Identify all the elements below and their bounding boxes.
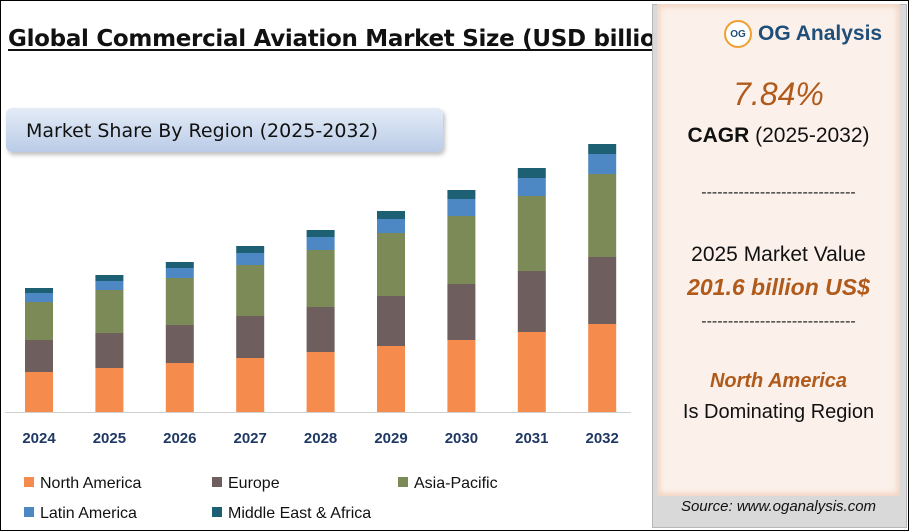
bar-2028-north-america <box>306 352 335 412</box>
cagr-label-line: CAGR (2025-2032) <box>657 124 900 148</box>
legend-label: Europe <box>228 475 280 492</box>
bar-2031-latin-america <box>517 178 546 196</box>
source-note: Source: www.oganalysis.com <box>680 498 877 515</box>
legend-swatch <box>212 507 222 517</box>
bar-2026-north-america <box>165 363 194 412</box>
subtitle-box: Market Share By Region (2025-2032) <box>6 108 443 152</box>
bar-2027-middle-east-africa <box>236 246 265 253</box>
bar-2029-middle-east-africa <box>377 211 405 219</box>
bar-2031-asia-pacific <box>517 196 546 271</box>
x-tick-label: 2029 <box>374 430 407 447</box>
x-tick-label: 2024 <box>22 430 56 447</box>
bar-2028-middle-east-africa <box>306 230 335 237</box>
legend-item: Latin America <box>24 505 137 523</box>
legend-label: North America <box>40 475 142 492</box>
logo-icon: OG <box>724 20 752 48</box>
bar-2024-asia-pacific <box>25 302 53 340</box>
bar-2027-latin-america <box>236 253 265 265</box>
bar-2032-asia-pacific <box>588 174 617 257</box>
divider-bottom: ----------------------------- <box>701 313 856 330</box>
dominating-region: North America <box>709 370 848 392</box>
bar-2025-north-america <box>95 368 124 412</box>
bar-2030-europe <box>447 284 476 340</box>
bar-2028-europe <box>306 307 335 352</box>
bar-2027-europe <box>236 316 265 358</box>
bar-2031-north-america <box>517 332 546 412</box>
og-analysis-logo: OG OG Analysis <box>724 20 882 48</box>
bar-2029-asia-pacific <box>377 233 405 296</box>
cagr-label: CAGR <box>687 124 750 147</box>
bar-2029-north-america <box>377 346 405 412</box>
legend-swatch <box>212 477 222 487</box>
legend-swatch <box>24 507 34 517</box>
bar-2024-middle-east-africa <box>25 288 53 293</box>
legend-item: Middle East & Africa <box>212 505 371 523</box>
chart-subtitle: Market Share By Region (2025-2032) <box>26 120 379 142</box>
cagr-period: (2025-2032) <box>755 124 870 147</box>
bar-2029-europe <box>377 296 405 346</box>
market-value: 201.6 billion US$ <box>687 274 870 300</box>
bar-2030-asia-pacific <box>447 216 476 284</box>
legend-item: Asia-Pacific <box>398 475 498 493</box>
bar-2024-latin-america <box>25 293 53 302</box>
bar-2030-latin-america <box>447 199 476 216</box>
x-tick-label: 2028 <box>304 430 337 447</box>
bar-2032-middle-east-africa <box>588 144 617 154</box>
bar-2026-middle-east-africa <box>165 262 194 268</box>
legend-swatch <box>398 477 408 487</box>
x-tick-label: 2026 <box>163 430 196 447</box>
chart-title: Global Commercial Aviation Market Size (… <box>8 26 682 52</box>
dominating-label: Is Dominating Region <box>682 401 875 423</box>
bar-2028-asia-pacific <box>306 250 335 307</box>
x-tick-label: 2030 <box>445 430 478 447</box>
bar-2025-latin-america <box>95 281 124 290</box>
bar-2026-europe <box>165 325 194 363</box>
logo-text: OG Analysis <box>758 22 883 45</box>
bar-2030-middle-east-africa <box>447 190 476 199</box>
bar-2031-middle-east-africa <box>517 168 546 178</box>
x-tick-label: 2027 <box>234 430 267 447</box>
market-value-label: 2025 Market Value <box>691 243 866 266</box>
bar-2025-asia-pacific <box>95 290 124 333</box>
bar-2031-europe <box>517 271 546 332</box>
bar-2029-latin-america <box>377 219 405 233</box>
stacked-bar-chart: 2024 2025 2026 2027 2028 2029 2030 2031 2032 <box>5 144 631 447</box>
bar-2025-europe <box>95 333 124 368</box>
legend-item: North America <box>24 475 141 493</box>
bar-2026-latin-america <box>165 268 194 278</box>
cagr-value: 7.84% <box>733 76 824 112</box>
bar-2032-latin-america <box>588 154 617 174</box>
summary-panel-inner <box>657 4 900 496</box>
bar-2028-latin-america <box>306 237 335 250</box>
x-tick-label: 2025 <box>93 430 126 447</box>
legend-label: Latin America <box>40 505 137 522</box>
bar-2027-asia-pacific <box>236 265 265 316</box>
bar-2030-north-america <box>447 340 476 412</box>
legend-item: Europe <box>212 475 280 493</box>
legend-swatch <box>24 477 34 487</box>
bar-2024-europe <box>25 340 53 372</box>
legend-label: Middle East & Africa <box>228 505 372 522</box>
bar-2032-north-america <box>588 324 617 412</box>
divider-top: ----------------------------- <box>701 184 856 201</box>
x-tick-label: 2031 <box>515 430 548 447</box>
bar-2026-asia-pacific <box>165 278 194 325</box>
x-tick-label: 2032 <box>586 430 619 447</box>
bar-2032-europe <box>588 257 617 324</box>
bar-2025-middle-east-africa <box>95 275 124 281</box>
bar-2027-north-america <box>236 358 265 412</box>
bar-2024-north-america <box>25 372 53 412</box>
legend-label: Asia-Pacific <box>414 475 498 492</box>
